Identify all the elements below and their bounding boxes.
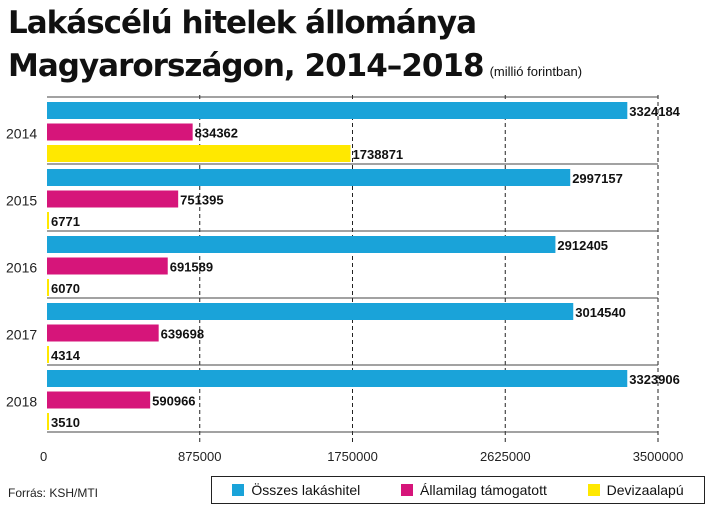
value-label: 639698 — [161, 327, 204, 342]
unit-label: (millió forintban) — [489, 64, 583, 79]
value-label: 834362 — [195, 126, 238, 141]
bar — [47, 391, 151, 409]
legend: Összes lakáshitel Államilag támogatott D… — [211, 476, 705, 504]
x-tick-label: 875000 — [178, 449, 221, 464]
bar — [47, 123, 193, 141]
category-label: 2016 — [6, 260, 37, 276]
value-label: 3510 — [51, 415, 80, 430]
value-label: 751395 — [180, 193, 223, 208]
value-label: 4314 — [51, 348, 81, 363]
value-label: 691589 — [170, 260, 213, 275]
value-label: 3324184 — [629, 104, 680, 119]
title-line-2-text: Magyarországon, 2014–2018 — [8, 48, 485, 84]
legend-swatch-osszes — [232, 484, 245, 496]
bar — [47, 169, 571, 186]
bar-chart: 0 875000 1750000 2625000 3500000 3324184 83436… — [6, 95, 684, 464]
legend-item-allami: Államilag támogatott — [401, 482, 547, 498]
value-label: 3323906 — [629, 372, 680, 387]
value-label: 2912405 — [557, 238, 608, 253]
bar — [47, 279, 49, 296]
bar — [47, 257, 168, 275]
legend-item-deviza: Devizaalapú — [587, 482, 684, 498]
value-label: 6771 — [51, 214, 80, 229]
x-tick-label: 2625000 — [480, 449, 531, 464]
category-label: 2017 — [6, 327, 37, 343]
category-label: 2018 — [6, 394, 37, 410]
bar — [47, 346, 49, 363]
source-note: Forrás: KSH/MTI — [8, 486, 99, 500]
bar — [47, 190, 179, 208]
legend-label-allami: Államilag támogatott — [420, 482, 547, 498]
bar — [47, 303, 574, 320]
legend-swatch-deviza — [587, 484, 600, 496]
bar — [47, 145, 351, 162]
bar — [47, 324, 159, 342]
legend-label-deviza: Devizaalapú — [606, 482, 684, 498]
value-label: 3014540 — [575, 305, 626, 320]
legend-label-osszes: Összes lakáshitel — [251, 482, 361, 498]
value-label: 1738871 — [353, 147, 404, 162]
value-label: 590966 — [152, 394, 195, 409]
legend-item-osszes: Összes lakáshitel — [232, 482, 360, 498]
legend-swatch-allami — [401, 484, 414, 496]
bar — [47, 370, 628, 387]
bar — [47, 236, 556, 253]
bar — [47, 102, 628, 119]
x-tick-label: 1750000 — [327, 449, 378, 464]
title-line-1: Lakáscélú hitelek állománya — [8, 5, 477, 41]
x-tick-label: 0 — [40, 449, 47, 464]
bar — [47, 413, 49, 430]
value-label: 2997157 — [572, 171, 623, 186]
value-label: 6070 — [51, 281, 80, 296]
title-line-2: Magyarországon, 2014–2018 (millió forintb… — [8, 45, 582, 93]
bar — [47, 212, 49, 229]
category-label: 2014 — [6, 126, 37, 142]
x-tick-label: 3500000 — [633, 449, 684, 464]
chart-title: Lakáscélú hitelek állománya Magyarország… — [8, 2, 582, 93]
category-label: 2015 — [6, 193, 37, 209]
